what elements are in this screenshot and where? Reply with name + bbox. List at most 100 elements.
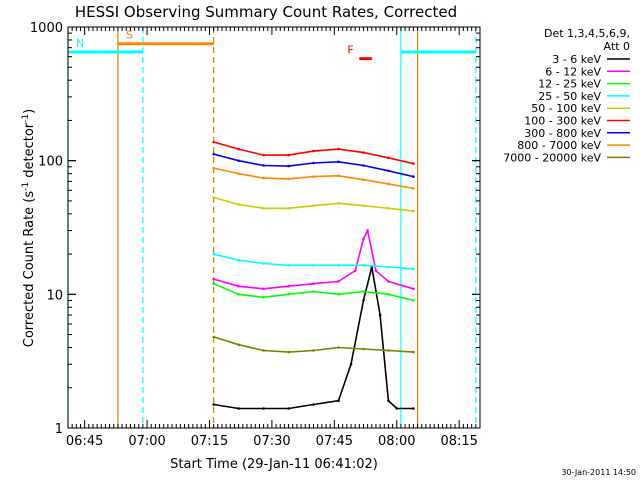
series-1-point-7: [362, 237, 365, 241]
series-8-point-6: [362, 347, 365, 351]
series-2-point-4: [312, 290, 315, 293]
series-0-point-9: [378, 313, 382, 317]
series-1-point-3: [287, 284, 290, 288]
series-5-point-5: [337, 147, 340, 151]
legend-label-7: 800 - 7000 keV: [517, 139, 601, 152]
series-5-point-3: [287, 153, 290, 157]
y-axis: 1 10 100 1000: [30, 21, 480, 437]
y-tick-label-2: 100: [38, 155, 63, 170]
series-1-point-1: [237, 284, 240, 288]
series-0-point-7: [362, 299, 365, 302]
series-8-point-0: [212, 335, 215, 339]
series-1-point-2: [262, 287, 265, 291]
legend-label-2: 12 - 25 keV: [538, 78, 601, 91]
series-0: [212, 265, 415, 410]
series-3-point-1: [237, 258, 240, 262]
series-2-point-0: [212, 282, 215, 286]
series-7-point-6: [362, 178, 365, 181]
x-tick-label-4: 07:45: [316, 434, 353, 449]
series-3-point-5: [337, 264, 340, 267]
series-5-point-1: [237, 147, 240, 151]
y-label-sup2: -1: [21, 114, 31, 123]
legend-title-line2: Att 0: [604, 40, 630, 53]
series-7-point-2: [262, 176, 265, 180]
series-2-point-6: [362, 290, 365, 293]
series-7-point-0: [212, 166, 215, 170]
series-4-point-5: [337, 202, 340, 205]
series-5: [212, 140, 415, 165]
legend-label-6: 300 - 800 keV: [524, 127, 601, 140]
series-5-point-4: [312, 149, 315, 153]
series-5-point-8: [412, 162, 415, 165]
x-tick-label-1: 07:00: [128, 434, 165, 449]
legend-label-4: 50 - 100 keV: [531, 102, 601, 115]
series-0-point-4: [312, 403, 315, 406]
series-4-point-2: [262, 207, 265, 210]
series-4-point-3: [287, 207, 290, 210]
series-3-point-2: [262, 262, 265, 265]
legend-label-5: 100 - 300 keV: [524, 115, 601, 128]
series-7-point-3: [287, 177, 290, 181]
series-3-point-7: [387, 265, 390, 269]
annotation-label-3: F: [347, 44, 353, 57]
annotation-label-1: N: [76, 37, 84, 50]
series-3-point-6: [362, 264, 365, 267]
series-6-point-8: [412, 175, 415, 178]
series-1: [212, 228, 415, 291]
series-0-point-6: [349, 362, 353, 366]
series-8-point-8: [412, 350, 415, 354]
x-tick-label-0: 06:45: [66, 434, 103, 449]
series-1-point-0: [212, 277, 215, 281]
series-6-point-7: [387, 169, 390, 173]
series-1-point-4: [312, 282, 315, 286]
series-1-point-10: [387, 280, 390, 283]
y-tick-label-0: 1: [55, 422, 63, 437]
legend-label-8: 7000 - 20000 keV: [503, 151, 601, 164]
series-8-point-5: [337, 346, 340, 349]
series-2-point-2: [262, 296, 265, 299]
legend-title-line1: Det 1,3,4,5,6,9,: [544, 27, 630, 40]
series-6-point-0: [212, 152, 215, 156]
y-label-sup1: -1: [21, 182, 31, 191]
series-1-point-8: [366, 229, 369, 232]
series-7-point-1: [237, 172, 240, 175]
series-7-point-7: [387, 182, 390, 186]
x-tick-label-2: 07:15: [191, 434, 228, 449]
series-2-point-1: [237, 293, 240, 296]
series-4-point-7: [387, 207, 390, 210]
y-tick-label-1: 10: [46, 288, 63, 303]
legend-label-3: 25 - 50 keV: [538, 90, 601, 103]
series-0-point-3: [287, 407, 290, 410]
series-0-point-5: [337, 399, 340, 403]
series-6-point-1: [237, 159, 240, 162]
series-8: [212, 335, 415, 354]
series-0-point-10: [387, 399, 390, 403]
series-4: [212, 196, 415, 213]
series-7-point-5: [337, 174, 340, 178]
chart-title: HESSI Observing Summary Count Rates, Cor…: [75, 3, 457, 21]
annotation-label-0: S: [126, 29, 133, 42]
series-8-point-2: [262, 349, 265, 352]
series-6-point-2: [262, 164, 265, 167]
series-2-point-8: [412, 299, 415, 302]
series-5-point-0: [212, 140, 215, 144]
x-tick-label-3: 07:30: [253, 434, 290, 449]
x-axis-label: Start Time (29-Jan-11 06:41:02): [170, 457, 378, 472]
series-7-point-8: [412, 187, 415, 190]
series-line-1: [213, 228, 414, 290]
series-2: [212, 282, 415, 302]
annotations: S N F: [68, 29, 476, 61]
series-6: [212, 152, 415, 178]
series-8-point-1: [237, 343, 240, 347]
series-7: [212, 166, 415, 190]
series-8-point-3: [287, 350, 290, 354]
series-4-point-4: [312, 204, 315, 207]
y-axis-label: Corrected Count Rate (s-1 detector-1): [21, 109, 37, 347]
series-4-point-1: [237, 203, 240, 206]
x-tick-label-5: 08:00: [378, 434, 415, 449]
series-1-point-5: [337, 280, 340, 283]
series-6-point-4: [312, 161, 315, 165]
series-4-point-8: [412, 209, 415, 213]
series-3-point-8: [412, 267, 415, 271]
y-label-main: Corrected Count Rate (s: [22, 191, 37, 348]
